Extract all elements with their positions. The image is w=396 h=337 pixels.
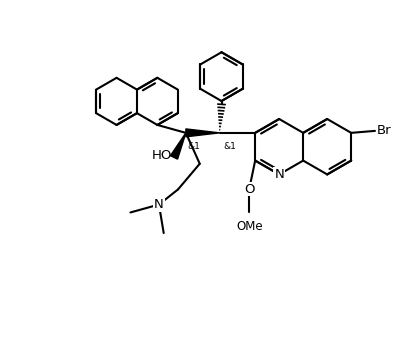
Text: O: O — [244, 183, 255, 195]
Text: HO: HO — [152, 149, 173, 162]
Text: N: N — [274, 168, 284, 181]
Text: &1: &1 — [187, 142, 200, 151]
Polygon shape — [186, 129, 219, 137]
Text: OMe: OMe — [236, 220, 263, 233]
Polygon shape — [170, 133, 186, 159]
Text: &1: &1 — [223, 142, 236, 151]
Text: Br: Br — [377, 124, 392, 137]
Text: N: N — [154, 198, 164, 211]
